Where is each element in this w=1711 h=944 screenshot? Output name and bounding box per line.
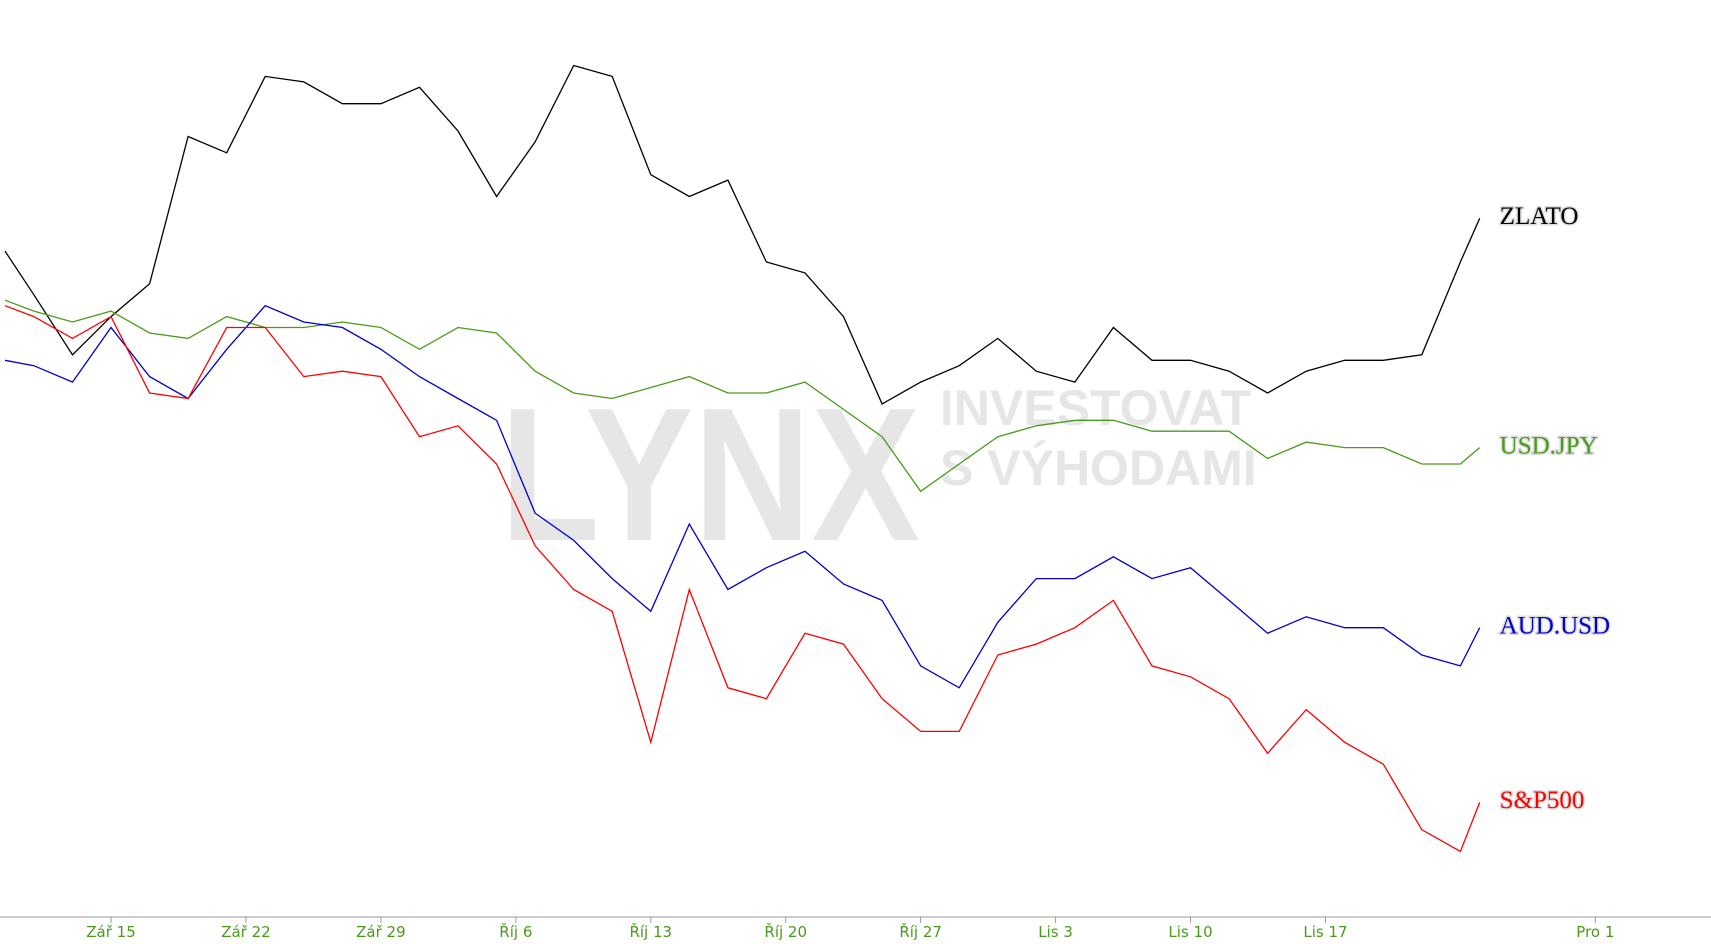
x-tick-label: Říj 27 [899, 922, 942, 941]
x-tick-label: Lis 3 [1038, 923, 1073, 941]
x-tick-label: Pro 1 [1576, 923, 1614, 941]
x-tick-label: Říj 6 [499, 922, 532, 941]
series-label: AUD.USD [1500, 612, 1610, 639]
x-tick-label: Zář 29 [356, 923, 406, 941]
x-tick-label: Říj 13 [629, 922, 672, 941]
series-label: ZLATO [1500, 203, 1579, 230]
x-tick-label: Lis 10 [1168, 923, 1212, 941]
watermark-text: INVESTOVAT [940, 380, 1251, 436]
series-line [4, 305, 1481, 853]
series-line [4, 64, 1481, 405]
series-label: S&P500 [1500, 787, 1585, 814]
x-tick-label: Říj 20 [764, 922, 807, 941]
x-tick-label: Zář 15 [86, 923, 136, 941]
series-label: USD.JPY [1500, 432, 1598, 459]
x-tick-label: Lis 17 [1303, 923, 1347, 941]
watermark-logo: LYNX [500, 369, 920, 581]
series-line [4, 299, 1481, 493]
watermark-text: S VÝHODAMI [940, 440, 1257, 496]
x-tick-label: Zář 22 [221, 923, 271, 941]
